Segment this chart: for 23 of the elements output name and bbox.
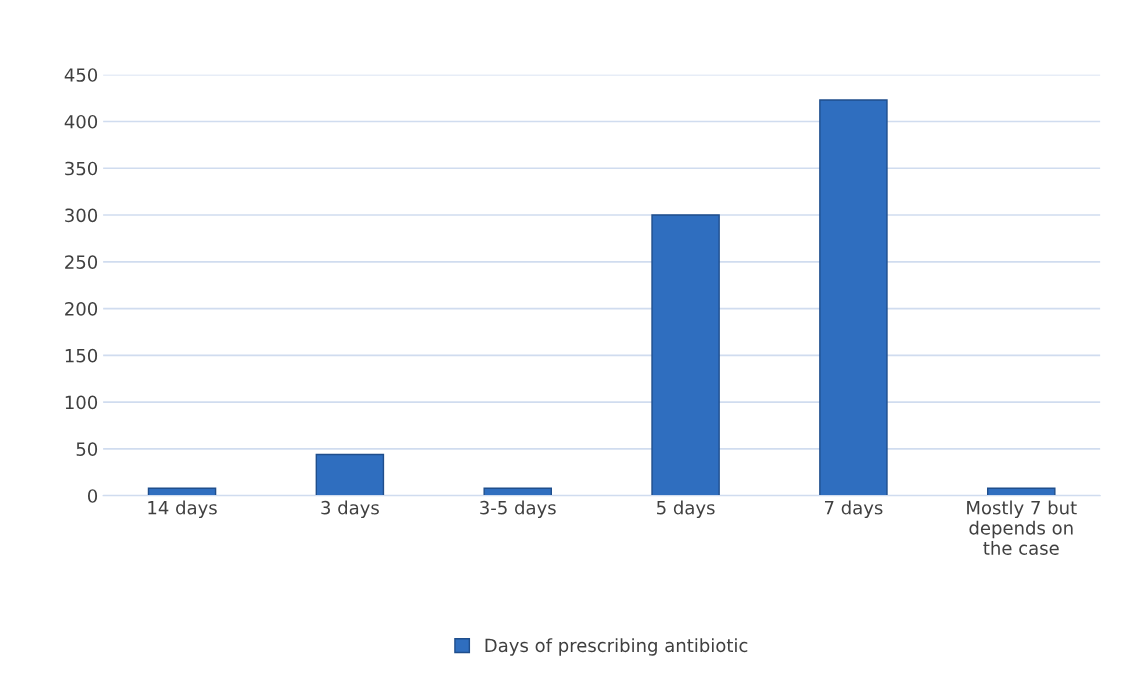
y-tick-label: 50 bbox=[76, 442, 98, 457]
y-tick-label: 350 bbox=[65, 161, 98, 176]
bar bbox=[987, 487, 1056, 496]
y-tick-label: 400 bbox=[64, 114, 98, 129]
y-tick-label: 450 bbox=[64, 68, 98, 82]
bar bbox=[147, 487, 217, 496]
x-tick-label: 7 days bbox=[824, 500, 883, 519]
x-tick-label: 14 days bbox=[148, 500, 217, 519]
x-tick-label: Mostly 7 but depends on the case bbox=[967, 500, 1077, 555]
x-tick-label: 3-5 days bbox=[480, 500, 556, 519]
x-tick-label: 3 days bbox=[321, 500, 379, 519]
bar bbox=[651, 214, 720, 496]
bar bbox=[315, 453, 385, 496]
bar bbox=[819, 99, 888, 496]
y-tick-label: 100 bbox=[65, 395, 98, 410]
y-tick-label: 200 bbox=[65, 302, 98, 316]
y-tick-label: 0 bbox=[87, 489, 98, 503]
bar bbox=[483, 487, 552, 496]
y-tick-label: 150 bbox=[65, 348, 98, 363]
y-tick-label: 300 bbox=[65, 208, 98, 223]
y-tick-label: 250 bbox=[65, 255, 98, 269]
x-tick-label: 5 days bbox=[657, 500, 715, 519]
legend-label: Days of prescribing antibiotic bbox=[485, 638, 748, 656]
